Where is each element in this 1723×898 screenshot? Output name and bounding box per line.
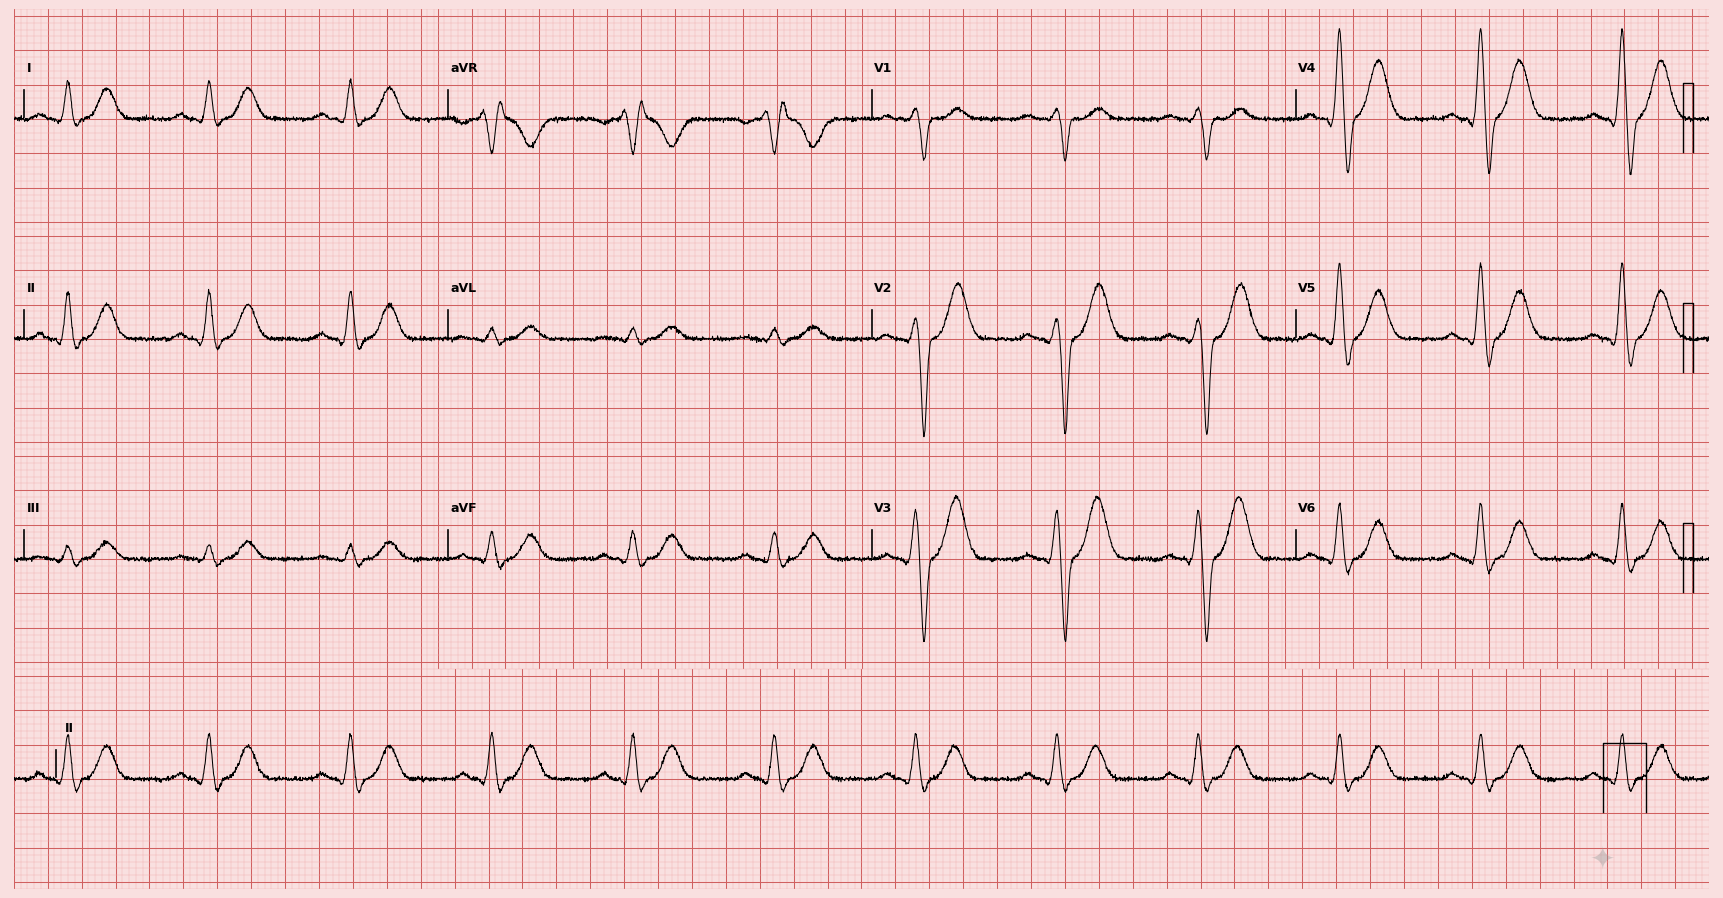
Text: aVR: aVR <box>450 62 477 75</box>
Text: I: I <box>26 62 31 75</box>
Text: ✦: ✦ <box>1590 846 1614 875</box>
Text: III: III <box>26 502 40 515</box>
Text: V6: V6 <box>1297 502 1316 515</box>
Text: V3: V3 <box>874 502 893 515</box>
Text: II: II <box>65 722 74 735</box>
Text: V1: V1 <box>874 62 893 75</box>
Text: II: II <box>26 282 36 295</box>
Text: V5: V5 <box>1297 282 1316 295</box>
Text: V4: V4 <box>1297 62 1316 75</box>
Text: aVF: aVF <box>450 502 477 515</box>
Text: aVL: aVL <box>450 282 477 295</box>
Text: V2: V2 <box>874 282 893 295</box>
